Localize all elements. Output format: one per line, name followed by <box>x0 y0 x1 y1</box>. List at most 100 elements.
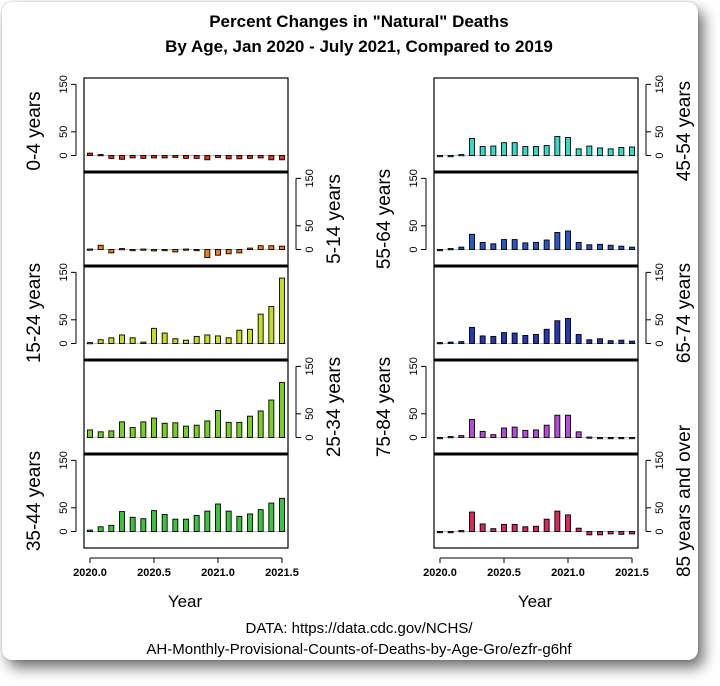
bar-85-years-and-over <box>565 514 571 532</box>
bar-15-24-years <box>257 313 264 344</box>
y-tick-label-45-54-years: 0 <box>654 152 666 158</box>
bar-45-54-years <box>543 145 550 156</box>
bar-55-64-years <box>543 239 550 250</box>
bar-65-74-years <box>629 340 635 344</box>
panel-label-85-years-and-over: 85 years and over <box>674 424 695 577</box>
bar-25-34-years <box>129 427 136 438</box>
bar-65-74-years <box>447 341 454 344</box>
bar-15-24-years <box>215 335 221 344</box>
bar-15-24-years <box>97 339 104 344</box>
bar-15-24-years <box>183 339 189 344</box>
bar-55-64-years <box>629 246 635 250</box>
y-tick-label-85-years-and-over: 50 <box>654 502 666 514</box>
bar-0-4-years <box>247 155 253 159</box>
panel-frame-35-44-years <box>83 453 289 549</box>
bar-5-14-years <box>247 247 253 250</box>
bar-25-34-years <box>215 410 221 438</box>
bar-45-54-years <box>490 145 497 156</box>
bar-75-84-years <box>447 436 454 439</box>
panel-label-0-4-years: 0-4 years <box>24 91 45 170</box>
bar-75-84-years <box>543 424 550 438</box>
bar-45-54-years <box>479 146 486 156</box>
data-source-line-1: DATA: https://data.cdc.gov/NCHS/ <box>245 620 473 637</box>
bar-55-64-years <box>479 241 486 250</box>
bar-5-14-years <box>151 249 157 252</box>
bar-0-4-years <box>119 155 125 160</box>
bar-5-14-years <box>236 249 243 254</box>
bar-85-years-and-over <box>586 531 593 536</box>
x-tick-label-right: 2021.5 <box>615 567 649 579</box>
bar-65-74-years <box>618 339 625 344</box>
bar-45-54-years <box>629 146 635 156</box>
bar-55-64-years <box>586 244 593 250</box>
y-tick-label-0-4-years: 0 <box>58 152 70 158</box>
bar-85-years-and-over <box>458 530 465 533</box>
bar-55-64-years <box>565 230 571 250</box>
bar-85-years-and-over <box>554 510 561 532</box>
chart-card: Percent Changes in "Natural" Deaths By A… <box>2 2 698 660</box>
y-tick-label-75-84-years: 0 <box>408 434 420 440</box>
bar-5-14-years <box>87 248 93 251</box>
bar-85-years-and-over <box>607 531 614 535</box>
bar-0-4-years <box>183 155 189 159</box>
bar-35-44-years <box>129 516 136 532</box>
bar-45-54-years <box>501 142 507 156</box>
bar-75-84-years <box>458 435 465 438</box>
bar-45-54-years <box>607 148 614 156</box>
bar-65-74-years <box>543 328 550 344</box>
y-tick-label-55-64-years: 50 <box>408 220 420 232</box>
bar-25-34-years <box>236 421 243 438</box>
bar-0-4-years <box>151 155 157 159</box>
bar-15-24-years <box>151 327 157 344</box>
x-axis-title-right: Year <box>518 592 553 611</box>
panel-65-74-years: 0 50 150 65-74 years <box>433 263 695 363</box>
bar-25-34-years <box>225 421 232 438</box>
bar-35-44-years <box>279 497 285 532</box>
bar-15-24-years <box>161 332 168 344</box>
bar-25-34-years <box>268 399 275 438</box>
bar-35-44-years <box>97 526 104 532</box>
bar-65-74-years <box>533 334 539 344</box>
bar-65-74-years <box>511 332 518 344</box>
bar-35-44-years <box>151 510 157 532</box>
bar-65-74-years <box>554 320 561 344</box>
panel-5-14-years: 0 50 150 5-14 years <box>83 169 345 267</box>
bar-85-years-and-over <box>575 527 582 532</box>
bar-25-34-years <box>172 422 179 438</box>
bar-25-34-years <box>193 424 200 438</box>
bar-35-44-years <box>268 502 275 532</box>
bar-35-44-years <box>140 518 147 532</box>
x-tick-label-right: 2020.0 <box>423 567 457 579</box>
y-tick-label-25-34-years: 150 <box>304 357 316 375</box>
bar-65-74-years <box>437 342 443 345</box>
bar-35-44-years <box>161 513 168 532</box>
y-tick-label-65-74-years: 150 <box>654 263 666 281</box>
y-tick-label-55-64-years: 150 <box>408 169 420 187</box>
bar-0-4-years <box>172 155 179 158</box>
bar-25-34-years <box>97 431 104 438</box>
chart-title-line-1: Percent Changes in "Natural" Deaths <box>209 12 509 31</box>
bar-5-14-years <box>172 249 179 253</box>
panel-label-5-14-years: 5-14 years <box>324 174 345 264</box>
bar-85-years-and-over <box>479 523 486 532</box>
bar-0-4-years <box>161 155 168 159</box>
bar-5-14-years <box>257 245 264 250</box>
bar-0-4-years <box>225 155 232 160</box>
bar-35-44-years <box>87 529 93 532</box>
panel-frame-5-14-years <box>83 171 289 267</box>
y-tick-label-15-24-years: 150 <box>58 263 70 281</box>
bar-35-44-years <box>257 509 264 532</box>
y-tick-label-5-14-years: 50 <box>304 220 316 232</box>
bar-15-24-years <box>87 342 93 345</box>
y-tick-label-45-54-years: 50 <box>654 126 666 138</box>
panel-55-64-years: 0 50 150 55-64 years <box>374 169 639 269</box>
panel-frame-75-84-years <box>433 359 639 455</box>
bar-75-84-years <box>554 414 561 438</box>
bar-15-24-years <box>129 337 136 344</box>
bar-0-4-years <box>268 155 275 161</box>
panel-label-35-44-years: 35-44 years <box>24 451 45 551</box>
bar-5-14-years <box>215 249 221 256</box>
bar-65-74-years <box>469 326 475 344</box>
bar-55-64-years <box>533 241 539 250</box>
panel-label-45-54-years: 45-54 years <box>674 81 695 181</box>
